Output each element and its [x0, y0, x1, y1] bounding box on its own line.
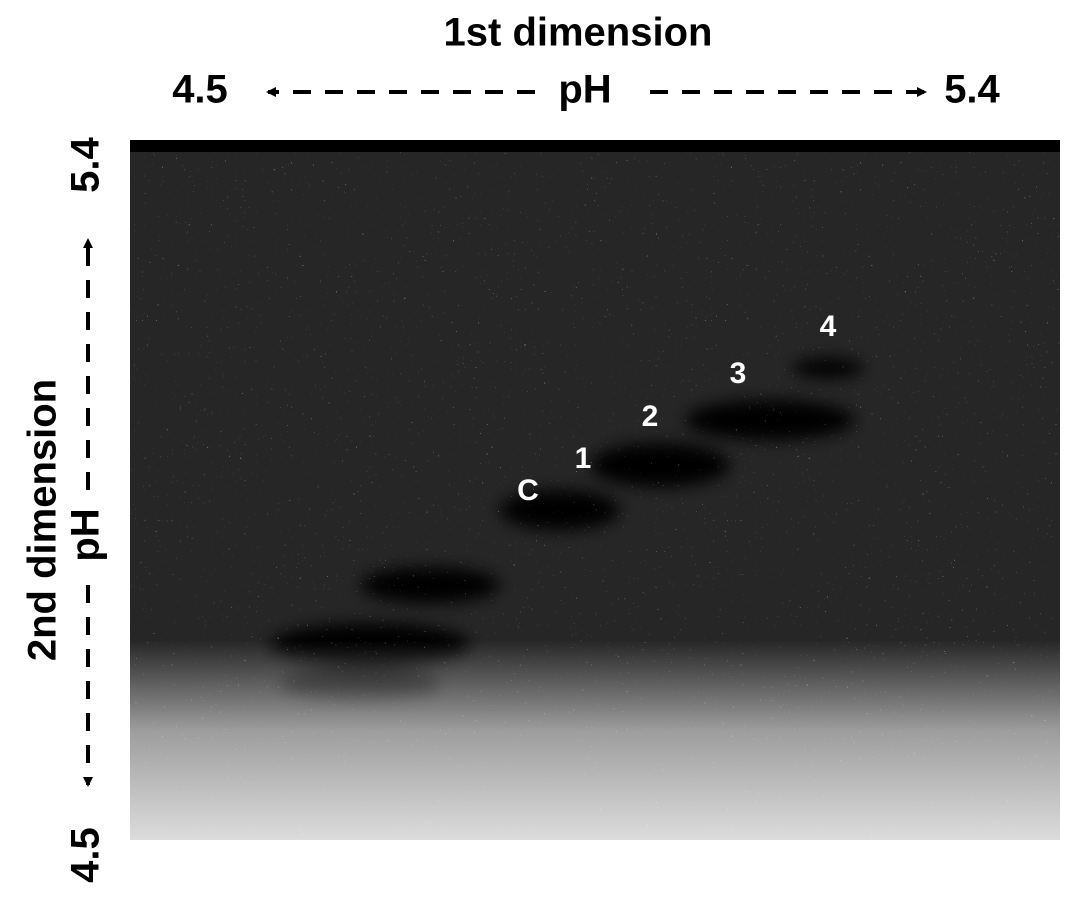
spot-label: 2 — [642, 400, 659, 433]
spot-label: 1 — [575, 442, 592, 475]
ph-right: 5.4 — [944, 68, 1000, 112]
spot-label: 3 — [730, 357, 747, 390]
ph-bottom: 4.5 — [64, 827, 108, 883]
ph-side-label: pH — [64, 508, 108, 561]
ph-label: pH — [558, 68, 611, 112]
spot-label: C — [517, 474, 539, 507]
ph-left: 4.5 — [172, 68, 228, 112]
ph-top: 5.4 — [64, 136, 108, 192]
gel-top-edge — [130, 140, 1060, 152]
spot-label: 4 — [820, 310, 837, 343]
gel: C 1 2 3 4 — [125, 140, 1070, 900]
first-dimension-title: 1st dimension — [444, 11, 713, 55]
gel-fade — [125, 640, 1070, 900]
second-dimension-title: 2nd dimension — [21, 379, 65, 661]
